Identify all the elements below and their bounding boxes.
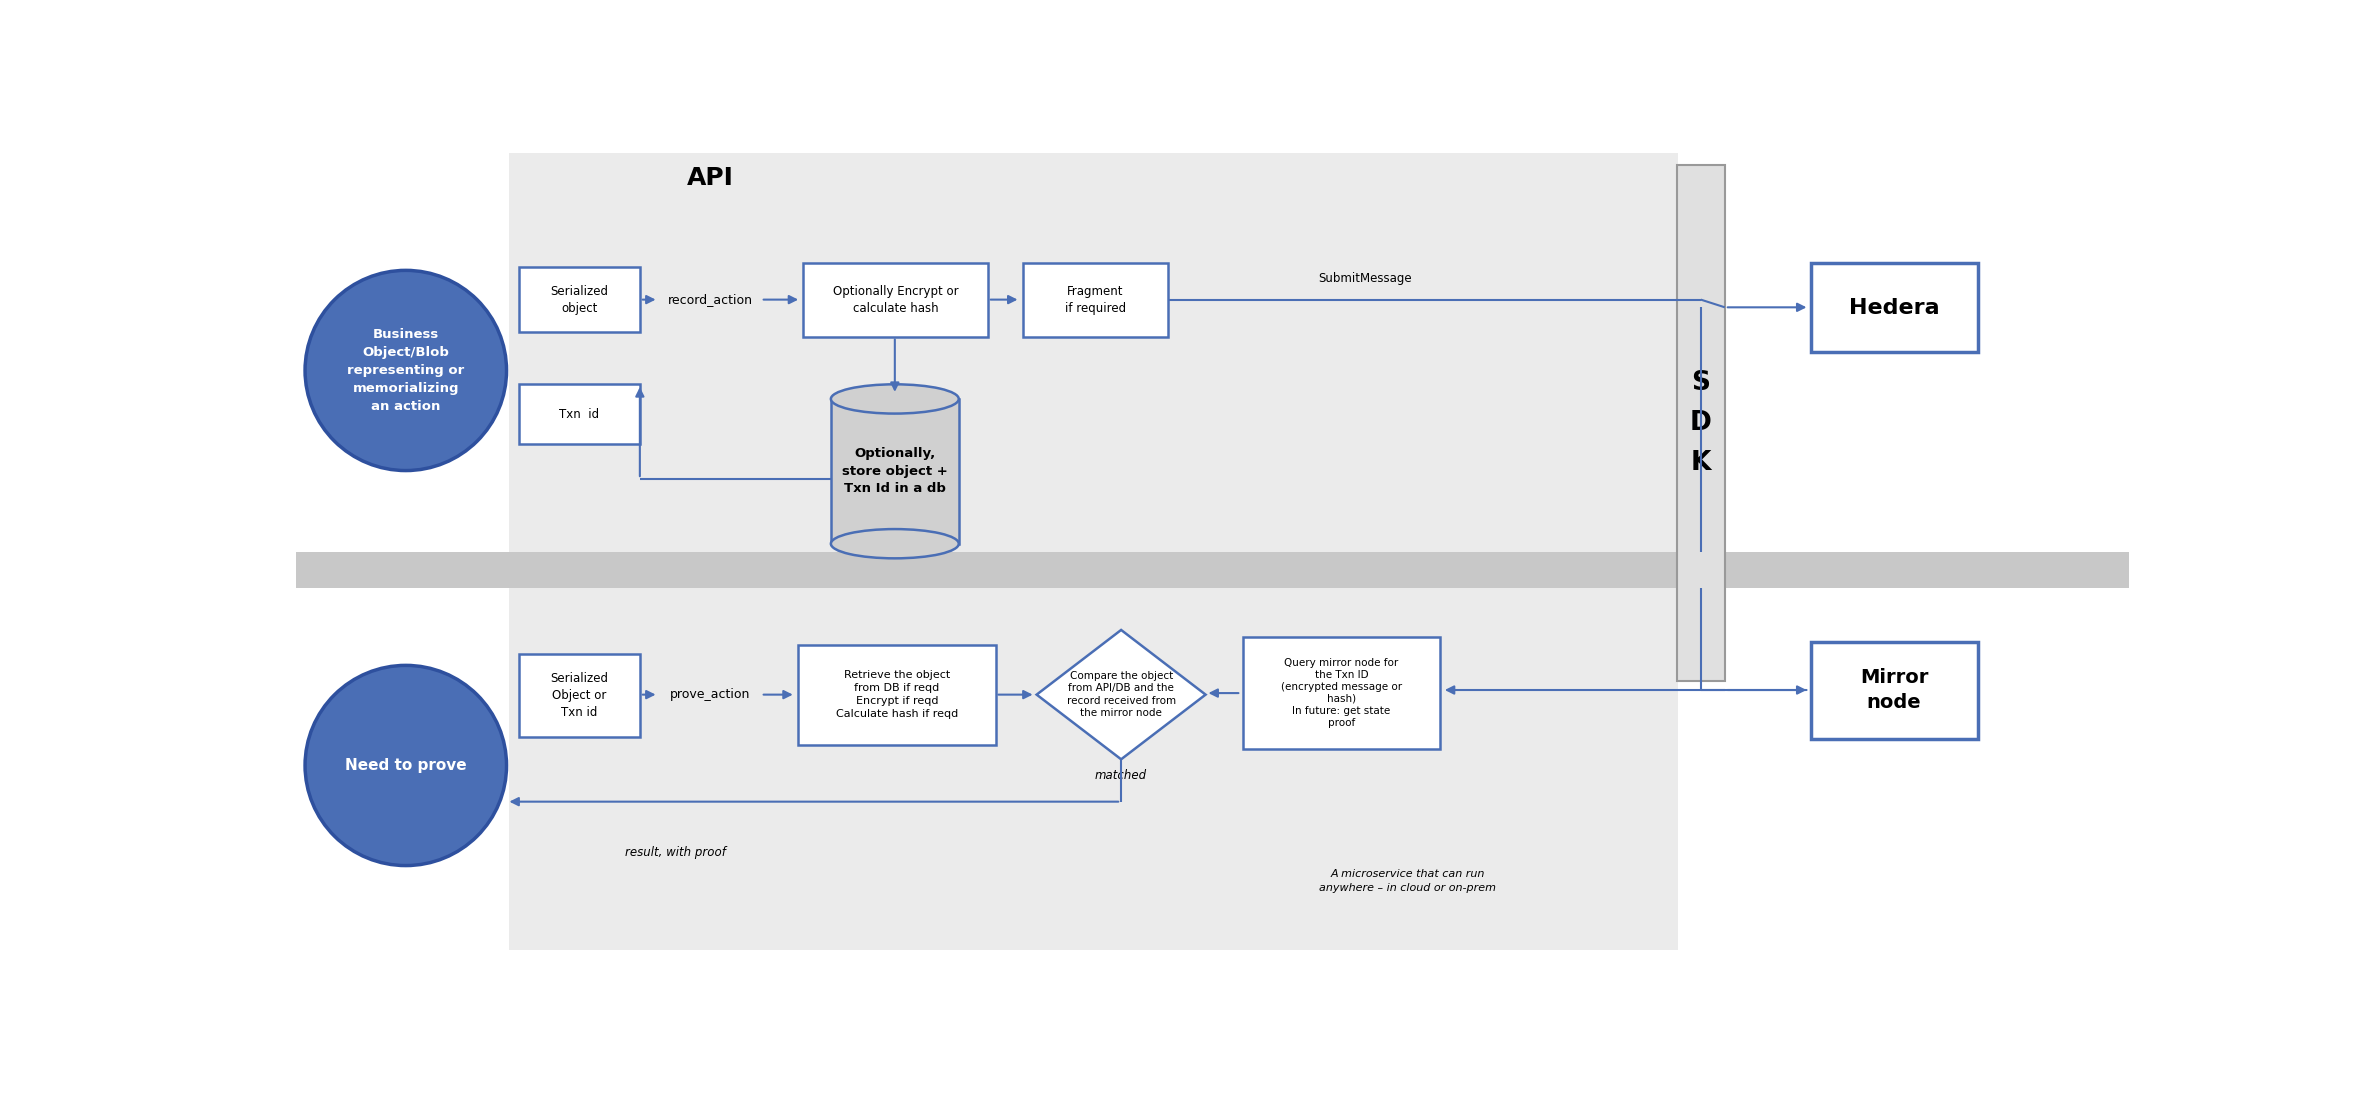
Text: Mirror
node: Mirror node (1860, 669, 1928, 713)
Text: Business
Object/Blob
representing or
memorializing
an action: Business Object/Blob representing or mem… (348, 328, 464, 413)
FancyBboxPatch shape (518, 653, 639, 737)
Text: Retrieve the object
from DB if reqd
Encrypt if reqd
Calculate hash if reqd: Retrieve the object from DB if reqd Encr… (835, 671, 958, 719)
Circle shape (305, 665, 506, 865)
Text: SubmitMessage: SubmitMessage (1318, 271, 1413, 284)
Text: Optionally,
store object +
Txn Id in a db: Optionally, store object + Txn Id in a d… (842, 447, 949, 495)
Ellipse shape (830, 529, 958, 559)
Text: A microservice that can run
anywhere – in cloud or on-prem: A microservice that can run anywhere – i… (1320, 870, 1495, 893)
Text: result, with proof: result, with proof (625, 845, 726, 859)
FancyBboxPatch shape (1810, 264, 1978, 352)
Bar (1677, 165, 1725, 681)
Text: Fragment
if required: Fragment if required (1065, 284, 1126, 315)
Text: record_action: record_action (667, 293, 752, 306)
FancyBboxPatch shape (1022, 262, 1169, 337)
Text: S
D
K: S D K (1689, 370, 1711, 475)
Bar (509, 567, 1677, 950)
Text: Serialized
Object or
Txn id: Serialized Object or Txn id (551, 672, 608, 719)
Text: Optionally Encrypt or
calculate hash: Optionally Encrypt or calculate hash (833, 284, 958, 315)
FancyBboxPatch shape (804, 262, 989, 337)
FancyBboxPatch shape (1242, 637, 1441, 749)
Text: matched: matched (1095, 769, 1148, 782)
Bar (830, 399, 958, 544)
Circle shape (305, 270, 506, 471)
FancyBboxPatch shape (518, 267, 639, 332)
FancyBboxPatch shape (797, 645, 996, 744)
Text: Query mirror node for
the Txn ID
(encrypted message or
hash)
In future: get stat: Query mirror node for the Txn ID (encryp… (1280, 658, 1403, 728)
Text: Serialized
object: Serialized object (551, 284, 608, 315)
Text: prove_action: prove_action (670, 688, 750, 702)
Text: API: API (686, 166, 733, 190)
Text: Compare the object
from API/DB and the
record received from
the mirror node: Compare the object from API/DB and the r… (1067, 671, 1176, 718)
Text: Hedera: Hedera (1848, 298, 1940, 317)
Text: Need to prove: Need to prove (345, 758, 466, 773)
FancyBboxPatch shape (1810, 642, 1978, 739)
Bar (509, 154, 1677, 552)
Ellipse shape (830, 384, 958, 414)
FancyBboxPatch shape (518, 384, 639, 445)
Text: Txn  id: Txn id (558, 407, 599, 421)
Polygon shape (1036, 630, 1207, 760)
Bar (296, 552, 2129, 587)
